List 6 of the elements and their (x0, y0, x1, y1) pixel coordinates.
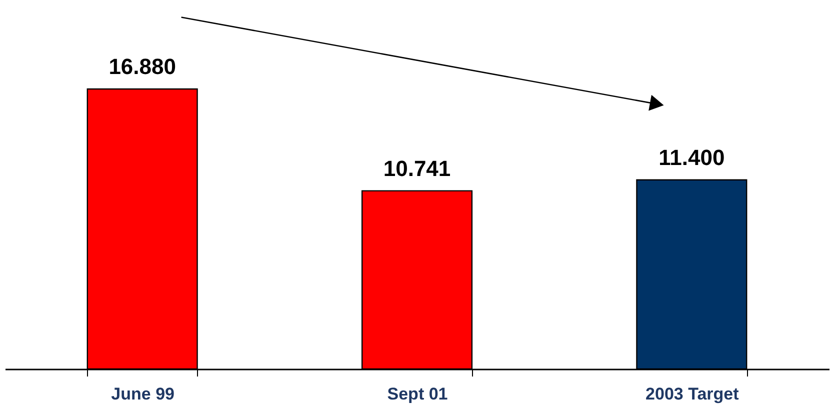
x-tick-label: Sept 01 (387, 384, 448, 404)
data-label: 10.741 (383, 156, 451, 181)
x-tick-label: June 99 (111, 384, 174, 404)
x-tick-label: 2003 Target (646, 384, 740, 404)
data-label: 16.880 (108, 54, 176, 79)
data-label: 11.400 (658, 144, 725, 170)
